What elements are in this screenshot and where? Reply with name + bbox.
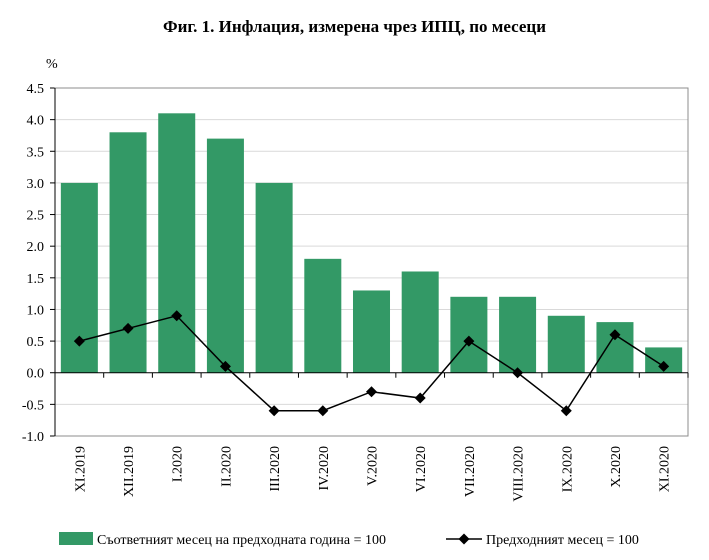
x-tick-label: X.2020: [609, 446, 624, 488]
y-tick-label: -1.0: [22, 430, 44, 445]
y-axis-tick-labels: 4.5 4.0 3.5 3.0 2.5 2.0 1.5 1.0 0.5 0.0 -0.5 -1.0: [22, 82, 44, 445]
legend-label-line: Предходният месец = 100: [486, 533, 639, 548]
x-tick-label: VIII.2020: [512, 446, 527, 502]
line-marker-XI.2020: [658, 360, 670, 372]
chart-title: Фиг. 1. Инфлация, измерена чрез ИПЦ, по …: [162, 17, 547, 36]
y-tick-label: 4.0: [27, 114, 45, 129]
line-marker-VI.2020: [414, 392, 426, 404]
y-tick-label: -0.5: [22, 398, 44, 413]
bar-V.2020: [352, 290, 391, 373]
x-tick-label: XII.2019: [122, 446, 137, 497]
bar-VI.2020: [401, 271, 439, 373]
bar-II.2020: [206, 138, 244, 373]
line-marker-IV.2020: [317, 405, 329, 417]
bar-VIII.2020: [499, 296, 537, 373]
bar-VII.2020: [450, 296, 488, 373]
y-tick-label: 0.0: [27, 367, 45, 382]
axes: [50, 87, 689, 437]
x-axis-tick-labels: XI.2019 XII.2019 I.2020 II.2020 III.2020 IV.2…: [73, 446, 672, 502]
y-axis-unit-label: %: [46, 57, 58, 72]
y-tick-label: 4.5: [27, 82, 45, 97]
bar-III.2020: [255, 182, 293, 373]
y-tick-label: 2.5: [27, 209, 45, 224]
y-tick-label: 3.5: [27, 145, 45, 160]
bar-I.2020: [158, 113, 196, 373]
line-marker-XII.2019: [122, 322, 134, 334]
bar-series: [60, 113, 683, 373]
x-tick-label: I.2020: [171, 446, 186, 482]
x-tick-label: XI.2020: [658, 446, 673, 492]
x-tick-label: IV.2020: [317, 446, 332, 490]
bar-XII.2019: [109, 132, 147, 373]
y-tick-label: 0.5: [27, 335, 45, 350]
x-tick-label: VI.2020: [414, 446, 429, 492]
line-marker-I.2020: [171, 310, 183, 322]
y-tick-label: 1.0: [27, 303, 45, 318]
plot-area-border: [54, 87, 689, 437]
line-marker-II.2020: [219, 360, 231, 372]
line-series: [73, 310, 670, 417]
legend: Съответният месец на предходната година …: [59, 532, 639, 548]
line-marker-IX.2020: [560, 405, 572, 417]
x-tick-label: V.2020: [366, 446, 381, 486]
y-tick-label: 2.0: [27, 240, 45, 255]
line-marker-X.2020: [609, 329, 621, 341]
bar-IX.2020: [547, 315, 585, 373]
x-tick-label: XI.2019: [73, 446, 88, 492]
line-marker-VII.2020: [463, 335, 475, 347]
legend-swatch-marker: [458, 533, 470, 545]
grid-lines: [55, 87, 688, 437]
line-marker-XI.2019: [73, 335, 85, 347]
legend-label-bar: Съответният месец на предходната година …: [97, 533, 386, 548]
x-tick-label: III.2020: [268, 446, 283, 492]
y-tick-label: 3.0: [27, 177, 45, 192]
line-marker-V.2020: [366, 386, 377, 398]
x-tick-label: IX.2020: [560, 446, 575, 492]
legend-swatch-bar: [59, 532, 93, 545]
y-tick-label: 1.5: [27, 272, 45, 287]
line-marker-III.2020: [268, 405, 280, 417]
bar-IV.2020: [304, 258, 342, 373]
x-tick-label: II.2020: [219, 446, 234, 487]
x-tick-label: VII.2020: [463, 446, 478, 497]
